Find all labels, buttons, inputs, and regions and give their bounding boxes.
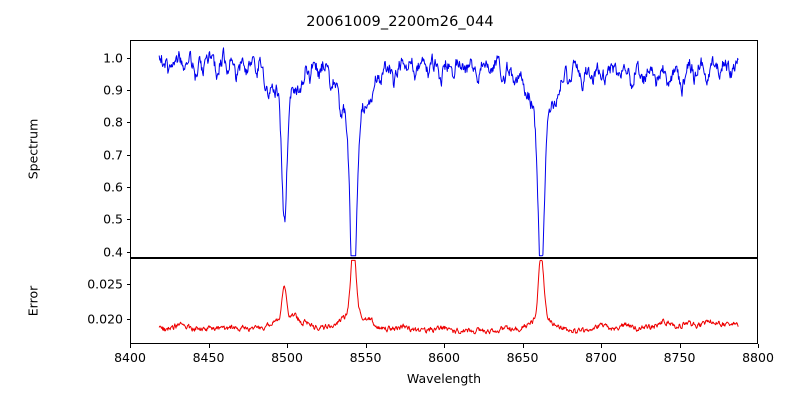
spectrum-y-tick-label: 0.5 <box>103 211 123 227</box>
x-tick <box>130 344 132 348</box>
x-tick <box>601 344 603 348</box>
x-tick-label: 8700 <box>585 350 617 365</box>
x-tick <box>679 344 681 348</box>
error-y-tick-label: 0.020 <box>87 311 123 327</box>
error-y-axis-label: Error <box>25 285 41 317</box>
figure-title: 20061009_2200m26_044 <box>306 14 494 30</box>
x-tick-label: 8800 <box>742 350 774 365</box>
spectrum-y-tick <box>126 219 130 221</box>
spectrum-y-tick-label: 0.4 <box>103 244 123 260</box>
error-y-tick-label: 0.025 <box>87 276 123 292</box>
spectrum-y-tick-label: 0.8 <box>103 114 123 130</box>
x-axis-label: Wavelength <box>406 371 482 386</box>
x-tick-label: 8500 <box>271 350 303 365</box>
spectrum-y-tick-label: 0.9 <box>103 82 123 98</box>
error-y-tick <box>126 284 130 286</box>
x-tick <box>287 344 289 348</box>
spectrum-panel <box>130 40 758 258</box>
error-panel <box>130 258 758 344</box>
x-tick-label: 8750 <box>663 350 696 365</box>
spectrum-y-tick <box>126 154 130 156</box>
x-tick-label: 8650 <box>506 350 539 365</box>
error-y-tick <box>126 318 130 320</box>
x-tick <box>444 344 446 348</box>
spectrum-y-tick <box>126 186 130 189</box>
x-tick <box>365 344 367 348</box>
spectrum-y-axis-label: Spectrum <box>25 118 41 180</box>
x-tick-label: 8450 <box>192 350 225 365</box>
x-tick-label: 8550 <box>349 350 382 365</box>
x-tick <box>208 344 210 348</box>
spectrum-y-tick-label: 0.6 <box>103 179 123 195</box>
spectrum-y-tick <box>126 90 130 92</box>
spectrum-y-tick <box>126 122 130 124</box>
x-tick-label: 8400 <box>114 350 146 365</box>
x-tick-label: 8600 <box>428 350 460 365</box>
spectrum-y-tick-label: 1.0 <box>103 50 123 66</box>
error-data-line <box>159 260 738 333</box>
x-tick <box>522 344 524 348</box>
error-line-plot <box>131 259 757 343</box>
spectrum-y-tick <box>126 251 130 253</box>
spectrum-data-line <box>159 48 738 256</box>
x-tick <box>758 344 760 348</box>
spectrum-line-plot <box>131 41 757 257</box>
spectrum-y-tick-label: 0.7 <box>103 147 123 163</box>
spectrum-y-tick <box>126 57 130 59</box>
